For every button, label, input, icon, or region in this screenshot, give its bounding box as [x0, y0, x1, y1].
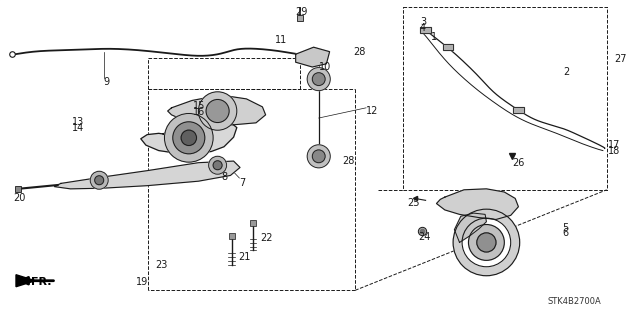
Text: 16: 16	[193, 107, 205, 116]
Circle shape	[312, 150, 325, 163]
Bar	[513, 107, 524, 113]
Circle shape	[213, 161, 222, 170]
Text: STK4B2700A: STK4B2700A	[548, 297, 602, 306]
Circle shape	[307, 145, 330, 168]
Circle shape	[477, 233, 496, 252]
Circle shape	[453, 209, 520, 276]
Text: 14: 14	[72, 123, 84, 133]
Circle shape	[209, 156, 227, 174]
Text: 1: 1	[431, 32, 438, 42]
Polygon shape	[296, 47, 330, 67]
Text: 23: 23	[155, 260, 167, 270]
Text: 28: 28	[353, 47, 365, 57]
Text: 28: 28	[342, 156, 355, 166]
Circle shape	[95, 176, 104, 185]
Bar	[513, 107, 524, 113]
Polygon shape	[454, 213, 486, 242]
Polygon shape	[141, 118, 237, 153]
Bar	[443, 44, 453, 50]
Text: 29: 29	[296, 7, 308, 17]
Polygon shape	[16, 275, 35, 287]
Text: 2: 2	[563, 67, 570, 77]
Text: 18: 18	[608, 146, 620, 156]
Text: 13: 13	[72, 117, 84, 127]
Text: 11: 11	[275, 35, 287, 45]
Text: 17: 17	[608, 140, 620, 150]
Text: 15: 15	[193, 101, 205, 111]
Circle shape	[206, 100, 229, 122]
Circle shape	[462, 218, 511, 267]
Text: 20: 20	[13, 193, 25, 203]
Text: FR.: FR.	[31, 277, 51, 287]
Text: 3: 3	[420, 17, 426, 27]
Bar	[420, 27, 431, 33]
Circle shape	[173, 122, 205, 154]
Circle shape	[198, 92, 237, 130]
Text: 10: 10	[319, 62, 331, 71]
Text: 24: 24	[419, 232, 431, 242]
Polygon shape	[168, 95, 266, 125]
Text: 5: 5	[562, 223, 568, 233]
Text: 6: 6	[562, 228, 568, 238]
Circle shape	[312, 73, 325, 85]
Circle shape	[181, 130, 196, 145]
Text: 26: 26	[512, 158, 524, 168]
Text: 4: 4	[420, 23, 426, 33]
Text: 7: 7	[239, 178, 246, 188]
Text: 8: 8	[221, 172, 228, 182]
Circle shape	[90, 171, 108, 189]
Text: 27: 27	[614, 54, 627, 64]
Circle shape	[164, 114, 213, 162]
Polygon shape	[54, 161, 240, 189]
Text: 19: 19	[136, 277, 148, 287]
Polygon shape	[436, 189, 518, 219]
Text: 22: 22	[260, 233, 273, 243]
Text: 21: 21	[238, 252, 250, 262]
Text: 9: 9	[104, 77, 110, 86]
Bar	[443, 44, 453, 50]
Circle shape	[468, 225, 504, 260]
Text: 12: 12	[366, 106, 378, 116]
Text: 25: 25	[407, 198, 420, 208]
Bar	[420, 27, 431, 33]
Circle shape	[307, 68, 330, 91]
